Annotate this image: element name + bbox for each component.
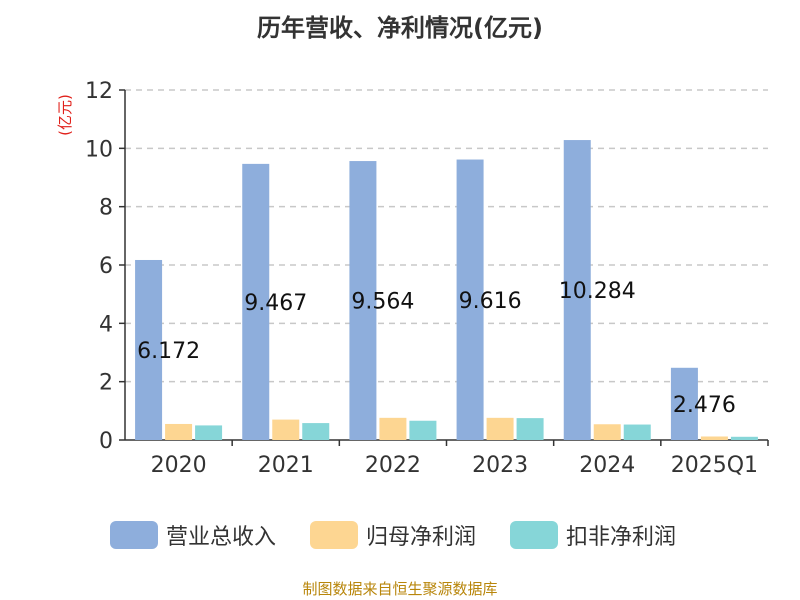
x-tick-label: 2024 bbox=[579, 453, 635, 478]
bar-revenue bbox=[242, 163, 270, 441]
x-tick-label: 2021 bbox=[258, 453, 314, 478]
bar-adjusted-net-profit bbox=[302, 423, 330, 440]
data-label: 9.564 bbox=[351, 290, 414, 315]
bar-revenue bbox=[456, 159, 484, 441]
data-label: 9.467 bbox=[244, 291, 307, 316]
legend-swatch-adjusted-net-profit bbox=[510, 521, 558, 549]
bar-revenue bbox=[563, 140, 591, 441]
y-tick-label: 12 bbox=[85, 79, 113, 104]
bar-net-profit bbox=[700, 436, 728, 440]
bar-adjusted-net-profit bbox=[195, 425, 223, 440]
x-tick-label: 2025Q1 bbox=[671, 453, 758, 478]
legend-item-revenue[interactable]: 营业总收入 bbox=[110, 520, 276, 550]
bar-revenue bbox=[349, 161, 377, 441]
chart-title: 历年营收、净利情况(亿元) bbox=[257, 14, 543, 42]
bar-adjusted-net-profit bbox=[623, 424, 651, 440]
legend-swatch-net-profit bbox=[310, 521, 358, 549]
legend-label-revenue: 营业总收入 bbox=[166, 525, 277, 550]
y-tick-label: 6 bbox=[99, 254, 113, 279]
bar-net-profit bbox=[165, 423, 193, 440]
x-tick-label: 2020 bbox=[151, 453, 207, 478]
bar-net-profit bbox=[593, 424, 621, 440]
y-tick-label: 0 bbox=[99, 429, 113, 454]
bar-adjusted-net-profit bbox=[730, 436, 758, 440]
data-label: 9.616 bbox=[459, 289, 522, 314]
bar-revenue bbox=[135, 259, 163, 440]
y-tick-label: 10 bbox=[85, 137, 113, 162]
x-tick-label: 2022 bbox=[365, 453, 421, 478]
bar-adjusted-net-profit bbox=[516, 418, 544, 440]
bar-net-profit bbox=[486, 417, 514, 440]
data-label: 6.172 bbox=[137, 339, 200, 364]
bar-adjusted-net-profit bbox=[409, 420, 437, 440]
legend-label-net-profit: 归母净利润 bbox=[366, 525, 477, 550]
y-tick-label: 2 bbox=[99, 371, 113, 396]
legend-item-adjusted-net-profit[interactable]: 扣非净利润 bbox=[510, 520, 676, 550]
data-label: 2.476 bbox=[673, 393, 736, 418]
y-tick-label: 4 bbox=[99, 312, 113, 337]
legend-item-net-profit[interactable]: 归母净利润 bbox=[310, 520, 476, 550]
legend-label-adjusted-net-profit: 扣非净利润 bbox=[566, 525, 677, 550]
bar-net-profit bbox=[379, 417, 407, 440]
source-note: 制图数据来自恒生聚源数据库 bbox=[302, 580, 498, 598]
data-label: 10.284 bbox=[559, 279, 636, 304]
bar-net-profit bbox=[272, 419, 300, 440]
x-tick-label: 2023 bbox=[472, 453, 528, 478]
y-tick-label: 8 bbox=[99, 196, 113, 221]
y-axis-label: (亿元) bbox=[56, 94, 74, 136]
legend-swatch-revenue bbox=[110, 521, 158, 549]
bar-revenue bbox=[670, 367, 698, 440]
